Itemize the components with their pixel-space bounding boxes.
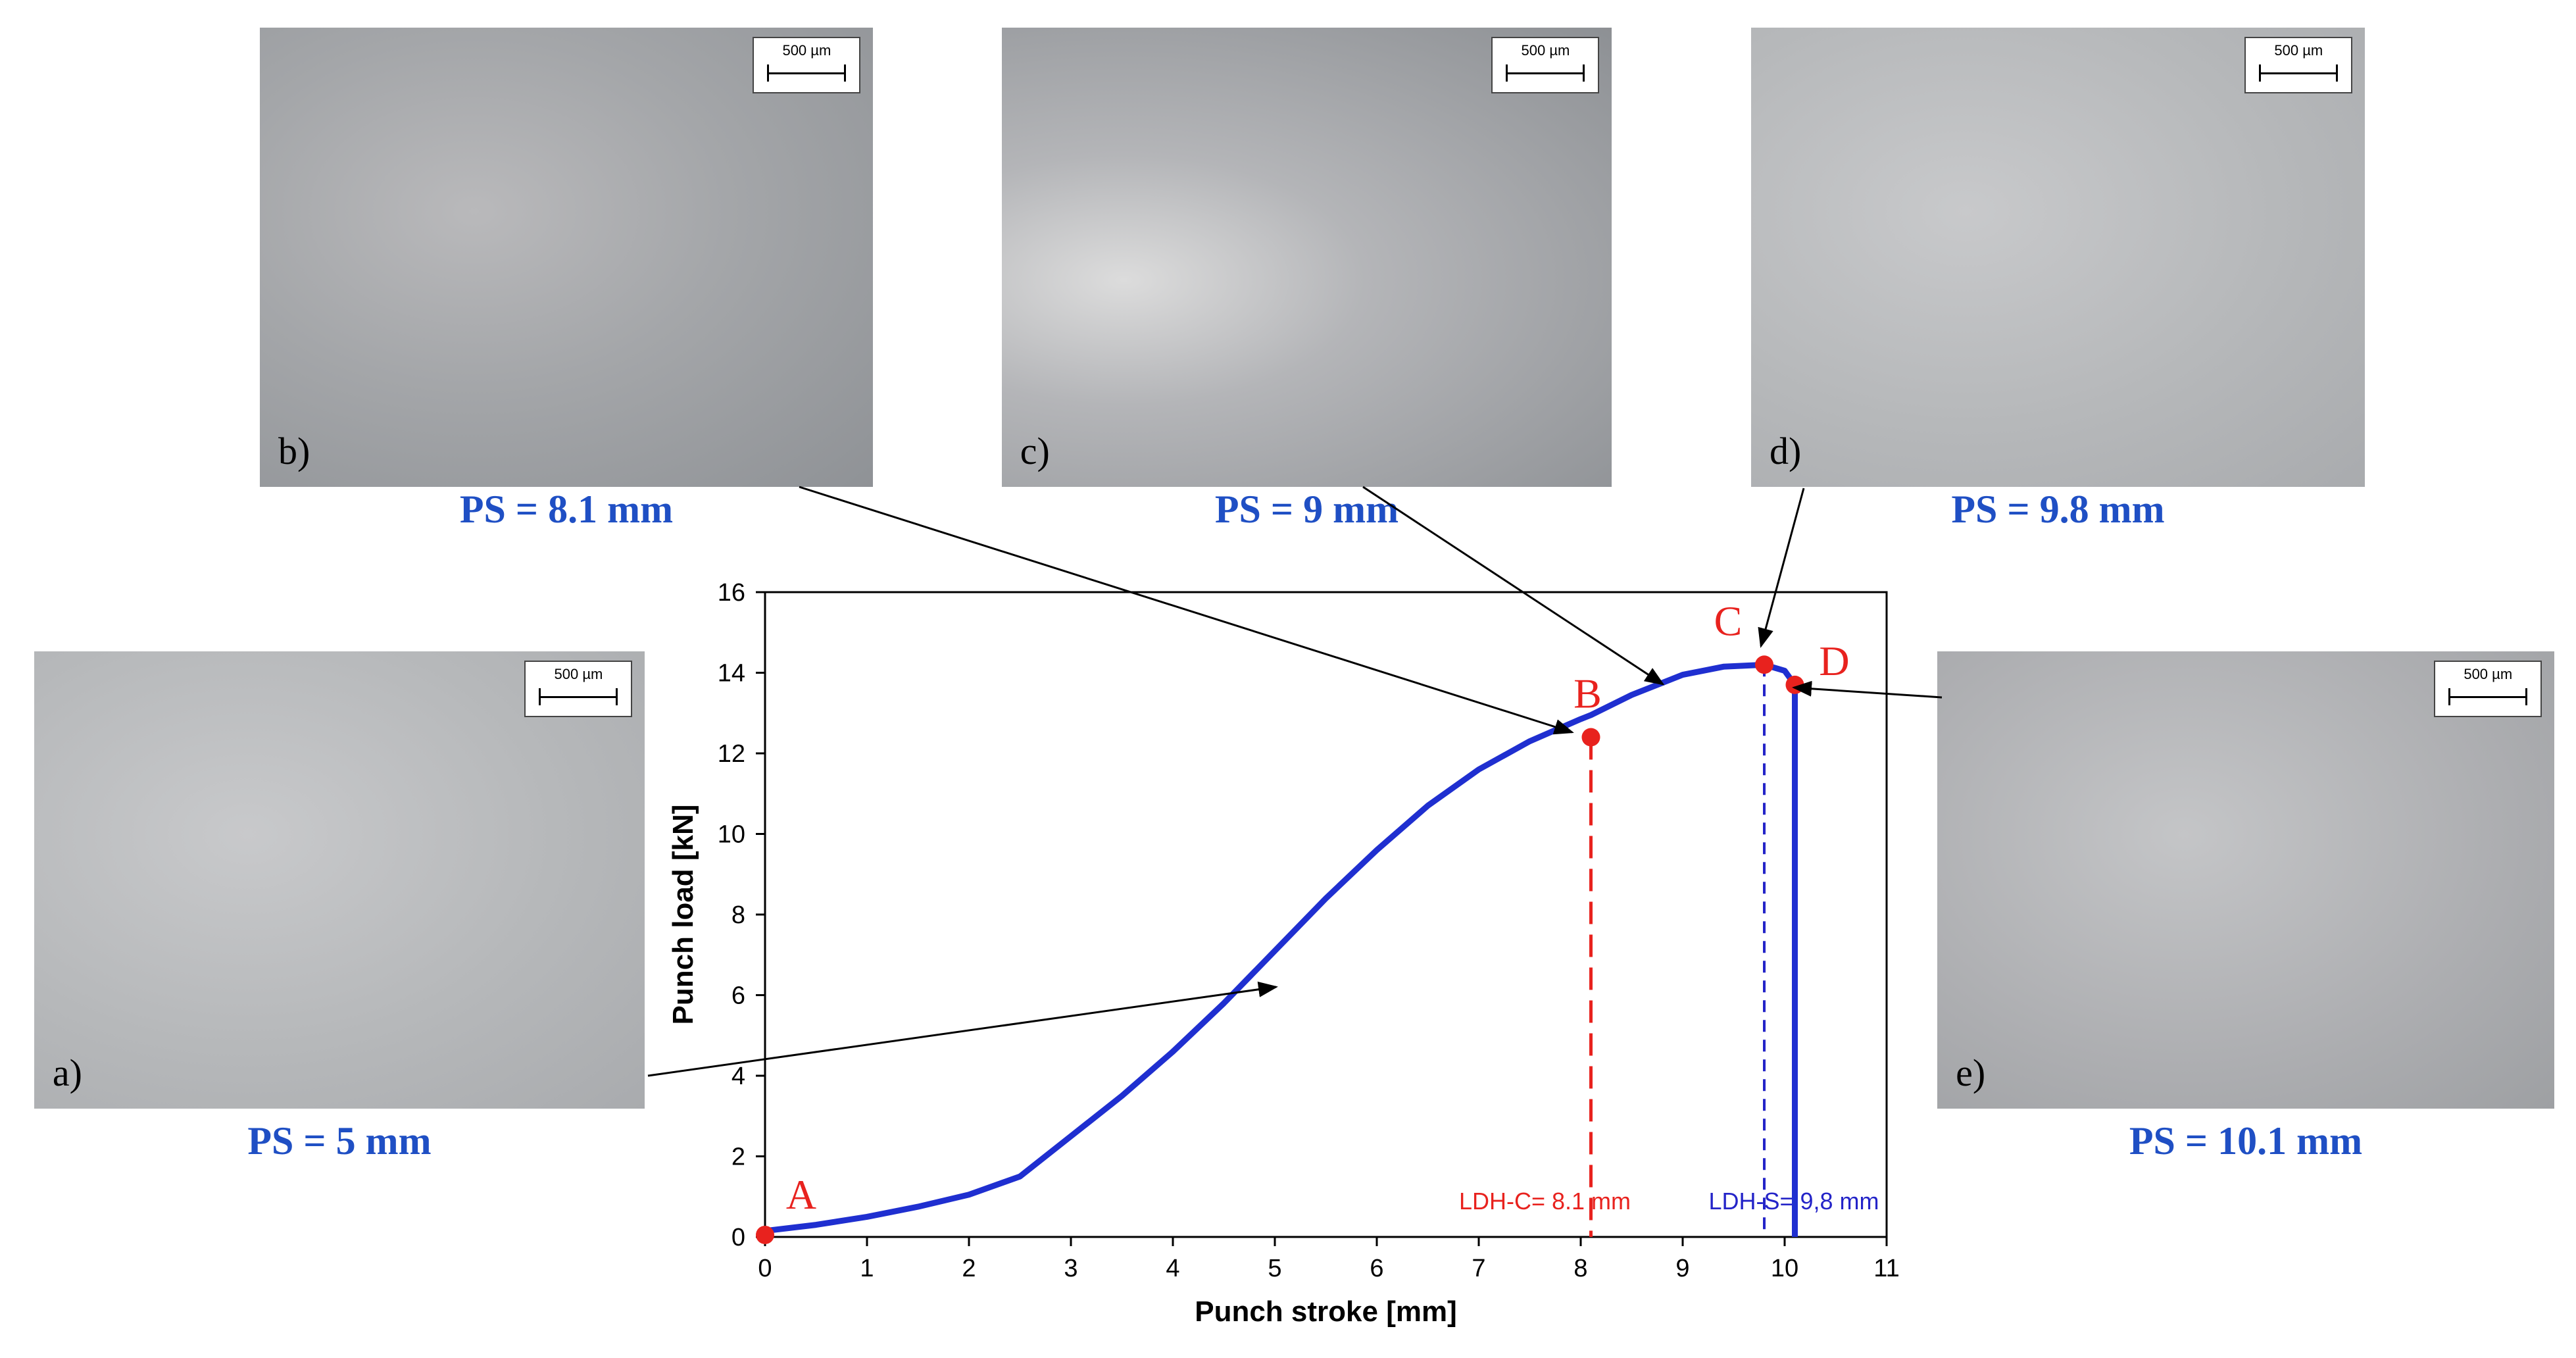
y-axis-label: Punch load [kN]	[667, 805, 699, 1025]
ps-label-e: PS = 10.1 mm	[2129, 1119, 2363, 1163]
panel-label: d)	[1769, 430, 1802, 473]
data-point	[1755, 655, 1773, 674]
y-tick-label: 2	[731, 1144, 745, 1171]
panel-label: b)	[278, 430, 310, 473]
point-label: A	[786, 1171, 816, 1218]
micrograph-c: 500 µm c)	[1002, 28, 1612, 487]
y-tick-label: 4	[731, 1063, 745, 1090]
x-tick-label: 7	[1472, 1255, 1485, 1282]
x-tick-label: 9	[1675, 1255, 1689, 1282]
y-tick-label: 8	[731, 901, 745, 929]
x-tick-label: 5	[1268, 1255, 1281, 1282]
panel-label: c)	[1020, 430, 1050, 473]
panel-label: a)	[52, 1051, 82, 1095]
x-tick-label: 3	[1064, 1255, 1077, 1282]
x-tick-label: 10	[1771, 1255, 1798, 1282]
y-tick-label: 12	[718, 740, 745, 768]
ldh-label: LDH-C= 8.1 mm	[1459, 1188, 1631, 1215]
ps-label-b: PS = 8.1 mm	[459, 488, 674, 531]
ps-label-d: PS = 9.8 mm	[1951, 488, 2165, 531]
micrograph-b: 500 µm b)	[260, 28, 873, 487]
data-point	[1581, 728, 1600, 747]
x-tick-label: 6	[1370, 1255, 1383, 1282]
callout-arrow	[1758, 488, 1805, 648]
x-tick-label: 4	[1166, 1255, 1179, 1282]
micrograph-e: 500 µm e)	[1937, 651, 2554, 1109]
x-axis-label: Punch stroke [mm]	[1195, 1295, 1457, 1328]
callout-arrow	[1362, 486, 1665, 686]
scale-bar: 500 µm	[2244, 36, 2353, 93]
y-tick-label: 10	[718, 821, 745, 849]
ps-label-a: PS = 5 mm	[247, 1119, 432, 1163]
micrograph-d: 500 µm d)	[1751, 28, 2365, 487]
micrograph-a: 500 µm a)	[34, 651, 645, 1109]
point-label: D	[1819, 638, 1849, 684]
ps-label-c: PS = 9 mm	[1214, 488, 1399, 531]
scale-bar: 500 µm	[753, 36, 861, 93]
callout-arrow	[1792, 680, 1943, 699]
scale-bar: 500 µm	[524, 660, 633, 717]
x-tick-label: 11	[1873, 1255, 1899, 1282]
x-tick-label: 2	[962, 1255, 976, 1282]
callout-arrow	[799, 486, 1574, 735]
y-tick-label: 6	[731, 982, 745, 1010]
y-tick-label: 14	[718, 660, 745, 688]
scale-bar: 500 µm	[1491, 36, 1600, 93]
x-tick-label: 1	[860, 1255, 874, 1282]
panel-label: e)	[1956, 1051, 1986, 1095]
scale-bar: 500 µm	[2434, 660, 2542, 717]
data-point	[756, 1225, 774, 1244]
point-label: C	[1714, 597, 1743, 644]
series-line	[764, 661, 1798, 1237]
x-tick-label: 0	[758, 1255, 772, 1282]
data-point	[1785, 675, 1804, 694]
callout-arrow	[647, 981, 1278, 1077]
x-tick-label: 8	[1573, 1255, 1587, 1282]
plot-area	[764, 591, 1888, 1238]
y-tick-label: 16	[718, 579, 745, 607]
y-tick-label: 0	[731, 1224, 745, 1251]
point-label: B	[1573, 670, 1602, 717]
